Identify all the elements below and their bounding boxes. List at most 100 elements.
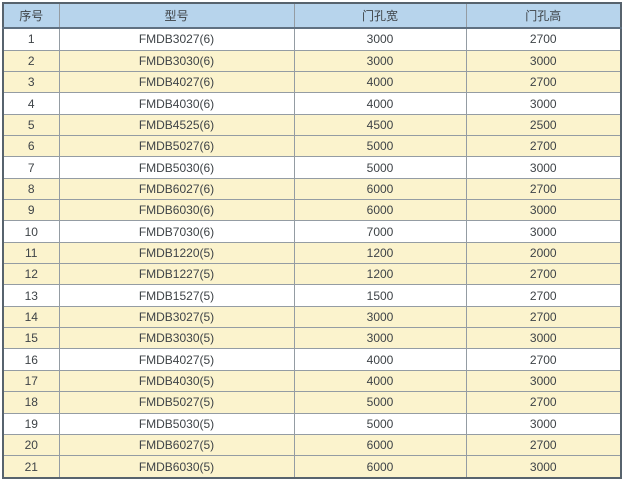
cell-model: FMDB6030(5): [58, 455, 295, 479]
table-row: 16 FMDB4027(5) 4000 2700: [2, 348, 622, 371]
cell-index: 13: [2, 284, 60, 307]
cell-index: 8: [2, 177, 60, 201]
table-row: 8 FMDB6027(6) 6000 2700: [2, 177, 622, 201]
table-row: 12 FMDB1227(5) 1200 2700: [2, 263, 622, 286]
cell-index: 7: [2, 156, 60, 179]
cell-width: 6000: [293, 455, 467, 479]
cell-width: 5000: [293, 412, 467, 435]
cell-model: FMDB5027(6): [58, 135, 295, 158]
column-header-index: 序号: [2, 2, 60, 29]
cell-width: 4000: [293, 348, 467, 371]
cell-model: FMDB6027(6): [58, 177, 295, 201]
cell-height: 3000: [465, 156, 622, 179]
cell-height: 3000: [465, 49, 622, 73]
table-row: 21 FMDB6030(5) 6000 3000: [2, 455, 622, 479]
cell-index: 10: [2, 220, 60, 243]
cell-width: 5000: [293, 135, 467, 158]
cell-model: FMDB4525(6): [58, 113, 295, 137]
cell-index: 2: [2, 49, 60, 73]
cell-index: 15: [2, 327, 60, 350]
cell-height: 2700: [465, 305, 622, 329]
cell-model: FMDB4027(5): [58, 348, 295, 371]
cell-width: 6000: [293, 433, 467, 457]
cell-width: 5000: [293, 391, 467, 414]
cell-width: 3000: [293, 49, 467, 73]
cell-width: 3000: [293, 327, 467, 350]
cell-height: 3000: [465, 369, 622, 393]
cell-model: FMDB1220(5): [58, 241, 295, 265]
table-row: 9 FMDB6030(6) 6000 3000: [2, 199, 622, 222]
table-row: 13 FMDB1527(5) 1500 2700: [2, 284, 622, 307]
table-row: 10 FMDB7030(6) 7000 3000: [2, 220, 622, 243]
cell-width: 4000: [293, 92, 467, 115]
cell-index: 1: [2, 27, 60, 51]
cell-index: 18: [2, 391, 60, 414]
cell-index: 12: [2, 263, 60, 286]
table-row: 7 FMDB5030(6) 5000 3000: [2, 156, 622, 179]
cell-width: 4000: [293, 70, 467, 94]
cell-height: 3000: [465, 220, 622, 243]
cell-height: 2000: [465, 241, 622, 265]
table-row: 2 FMDB3030(6) 3000 3000: [2, 49, 622, 73]
cell-width: 6000: [293, 199, 467, 222]
cell-index: 11: [2, 241, 60, 265]
column-header-model: 型号: [58, 2, 295, 29]
cell-width: 3000: [293, 305, 467, 329]
table-body: 1 FMDB3027(6) 3000 2700 2 FMDB3030(6) 3000 3000…: [2, 27, 622, 479]
cell-index: 17: [2, 369, 60, 393]
cell-height: 3000: [465, 412, 622, 435]
cell-model: FMDB5030(6): [58, 156, 295, 179]
cell-height: 2700: [465, 263, 622, 286]
cell-width: 7000: [293, 220, 467, 243]
cell-index: 4: [2, 92, 60, 115]
cell-width: 5000: [293, 156, 467, 179]
cell-height: 2700: [465, 348, 622, 371]
cell-height: 2700: [465, 27, 622, 51]
cell-width: 4000: [293, 369, 467, 393]
cell-index: 21: [2, 455, 60, 479]
cell-height: 3000: [465, 327, 622, 350]
cell-model: FMDB6027(5): [58, 433, 295, 457]
cell-index: 6: [2, 135, 60, 158]
cell-height: 3000: [465, 455, 622, 479]
table-row: 6 FMDB5027(6) 5000 2700: [2, 135, 622, 158]
cell-model: FMDB4027(6): [58, 70, 295, 94]
cell-model: FMDB4030(5): [58, 369, 295, 393]
cell-width: 1500: [293, 284, 467, 307]
cell-height: 2700: [465, 391, 622, 414]
cell-model: FMDB3027(5): [58, 305, 295, 329]
cell-index: 14: [2, 305, 60, 329]
table-row: 18 FMDB5027(5) 5000 2700: [2, 391, 622, 414]
table-row: 19 FMDB5030(5) 5000 3000: [2, 412, 622, 435]
table-row: 20 FMDB6027(5) 6000 2700: [2, 433, 622, 457]
table-row: 3 FMDB4027(6) 4000 2700: [2, 70, 622, 94]
cell-model: FMDB3030(6): [58, 49, 295, 73]
table-row: 4 FMDB4030(6) 4000 3000: [2, 92, 622, 115]
cell-index: 5: [2, 113, 60, 137]
header-row: 序号 型号 门孔宽 门孔高: [2, 2, 622, 29]
cell-height: 3000: [465, 92, 622, 115]
table-row: 15 FMDB3030(5) 3000 3000: [2, 327, 622, 350]
cell-height: 2500: [465, 113, 622, 137]
cell-model: FMDB3030(5): [58, 327, 295, 350]
cell-model: FMDB5030(5): [58, 412, 295, 435]
cell-model: FMDB5027(5): [58, 391, 295, 414]
cell-height: 2700: [465, 70, 622, 94]
cell-model: FMDB3027(6): [58, 27, 295, 51]
cell-width: 1200: [293, 263, 467, 286]
cell-model: FMDB6030(6): [58, 199, 295, 222]
cell-model: FMDB4030(6): [58, 92, 295, 115]
cell-height: 2700: [465, 284, 622, 307]
cell-index: 9: [2, 199, 60, 222]
cell-index: 3: [2, 70, 60, 94]
cell-index: 16: [2, 348, 60, 371]
cell-model: FMDB7030(6): [58, 220, 295, 243]
table-row: 17 FMDB4030(5) 4000 3000: [2, 369, 622, 393]
table-row: 11 FMDB1220(5) 1200 2000: [2, 241, 622, 265]
cell-width: 3000: [293, 27, 467, 51]
cell-index: 19: [2, 412, 60, 435]
cell-model: FMDB1527(5): [58, 284, 295, 307]
cell-height: 2700: [465, 135, 622, 158]
cell-width: 4500: [293, 113, 467, 137]
